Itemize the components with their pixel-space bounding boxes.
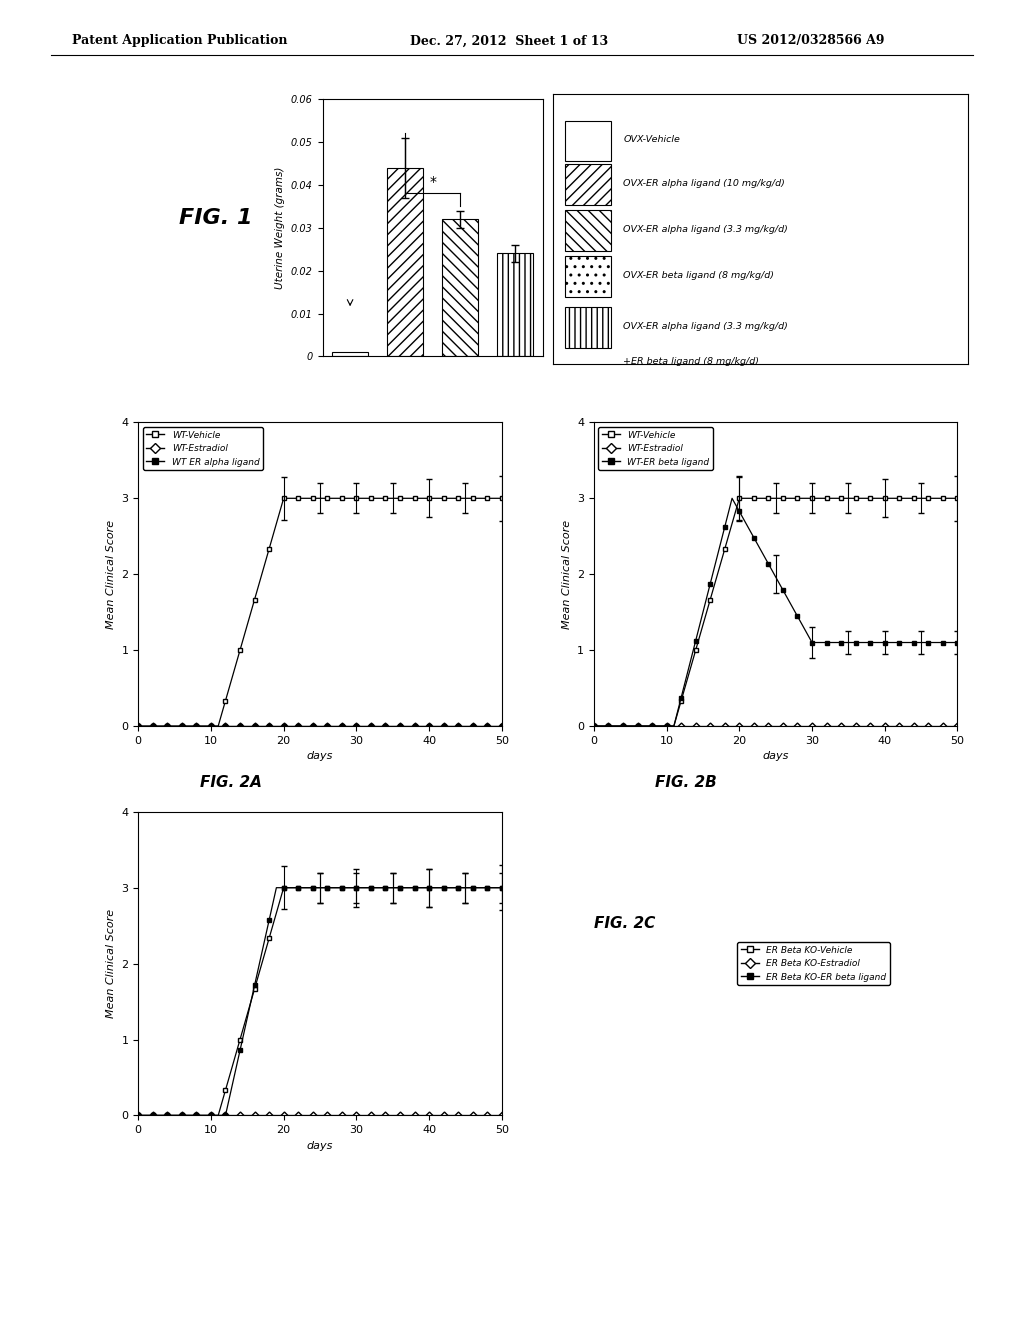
Text: +ER beta ligand (8 mg/kg/d): +ER beta ligand (8 mg/kg/d) [624, 358, 760, 366]
Text: OVX-ER beta ligand (8 mg/kg/d): OVX-ER beta ligand (8 mg/kg/d) [624, 271, 774, 280]
Text: Dec. 27, 2012  Sheet 1 of 13: Dec. 27, 2012 Sheet 1 of 13 [410, 34, 607, 48]
Bar [565, 164, 611, 205]
Y-axis label: Uterine Weight (grams): Uterine Weight (grams) [275, 166, 286, 289]
Text: OVX-Vehicle: OVX-Vehicle [624, 135, 680, 144]
Bar [332, 352, 368, 356]
Bar [565, 121, 611, 161]
Text: *: * [429, 176, 436, 189]
Legend: WT-Vehicle, WT-Estradiol, WT-ER beta ligand: WT-Vehicle, WT-Estradiol, WT-ER beta lig… [598, 426, 713, 470]
Bar [565, 210, 611, 251]
Text: OVX-ER alpha ligand (3.3 mg/kg/d): OVX-ER alpha ligand (3.3 mg/kg/d) [624, 322, 788, 331]
Text: Patent Application Publication: Patent Application Publication [72, 34, 287, 48]
Bar [387, 168, 423, 356]
Bar [498, 253, 534, 356]
Text: FIG. 1: FIG. 1 [179, 207, 253, 228]
X-axis label: days: days [763, 751, 788, 762]
Text: OVX-ER alpha ligand (3.3 mg/kg/d): OVX-ER alpha ligand (3.3 mg/kg/d) [624, 224, 788, 234]
X-axis label: days: days [307, 751, 333, 762]
Text: FIG. 2A: FIG. 2A [200, 775, 261, 791]
Text: OVX-ER alpha ligand (10 mg/kg/d): OVX-ER alpha ligand (10 mg/kg/d) [624, 178, 785, 187]
X-axis label: days: days [307, 1140, 333, 1151]
Y-axis label: Mean Clinical Score: Mean Clinical Score [561, 520, 571, 628]
Text: FIG. 2C: FIG. 2C [594, 916, 655, 932]
Y-axis label: Mean Clinical Score: Mean Clinical Score [105, 909, 116, 1018]
Bar [565, 308, 611, 348]
Bar [565, 256, 611, 297]
Y-axis label: Mean Clinical Score: Mean Clinical Score [105, 520, 116, 628]
Text: US 2012/0328566 A9: US 2012/0328566 A9 [737, 34, 885, 48]
Bar [442, 219, 478, 356]
Legend: WT-Vehicle, WT-Estradiol, WT ER alpha ligand: WT-Vehicle, WT-Estradiol, WT ER alpha li… [142, 426, 263, 470]
Legend: ER Beta KO-Vehicle, ER Beta KO-Estradiol, ER Beta KO-ER beta ligand: ER Beta KO-Vehicle, ER Beta KO-Estradiol… [737, 942, 890, 985]
Text: FIG. 2B: FIG. 2B [655, 775, 717, 791]
